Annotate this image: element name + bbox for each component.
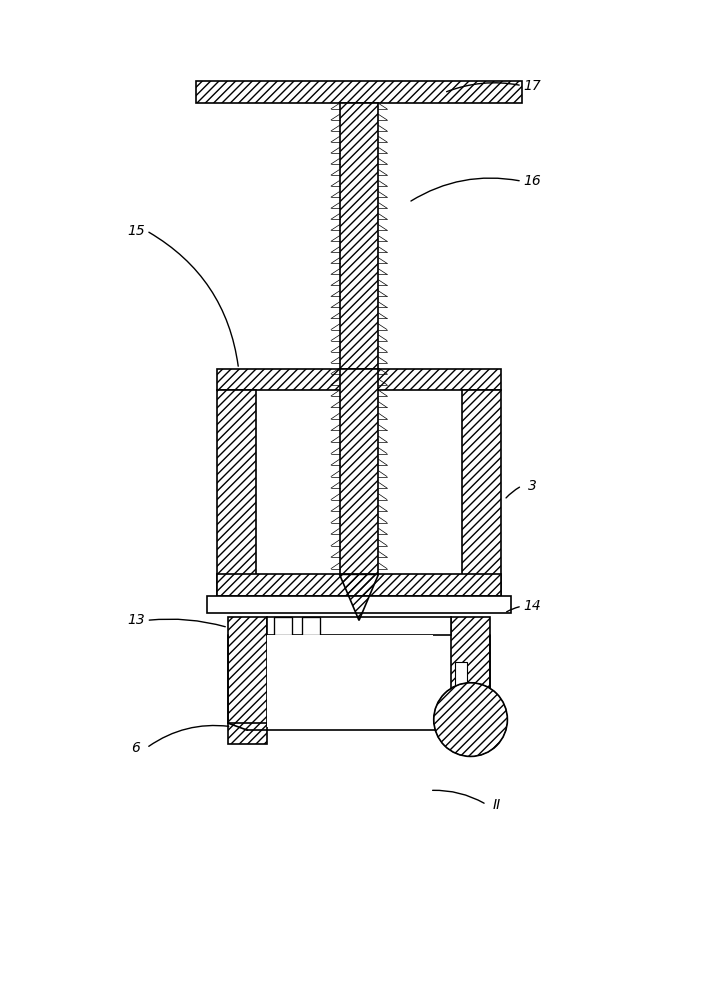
Bar: [218, 369, 500, 390]
Text: 13: 13: [127, 613, 145, 627]
Bar: [267, 635, 433, 727]
Bar: [267, 635, 451, 744]
Bar: [228, 617, 267, 744]
Bar: [454, 662, 467, 687]
Bar: [340, 369, 378, 574]
Text: 15: 15: [127, 224, 145, 238]
Text: 17: 17: [523, 79, 541, 93]
Bar: [302, 617, 320, 635]
Bar: [451, 617, 490, 744]
Bar: [207, 596, 511, 613]
Bar: [274, 617, 292, 635]
Bar: [218, 390, 256, 596]
Text: 3: 3: [528, 479, 537, 493]
Circle shape: [434, 683, 508, 756]
Text: 6: 6: [131, 741, 140, 755]
Text: II: II: [493, 798, 501, 812]
Bar: [218, 574, 500, 596]
Bar: [267, 617, 451, 635]
Text: 16: 16: [523, 174, 541, 188]
Bar: [196, 81, 522, 103]
Text: 14: 14: [523, 599, 541, 613]
Bar: [462, 390, 500, 596]
Bar: [340, 103, 378, 390]
Bar: [256, 390, 462, 574]
